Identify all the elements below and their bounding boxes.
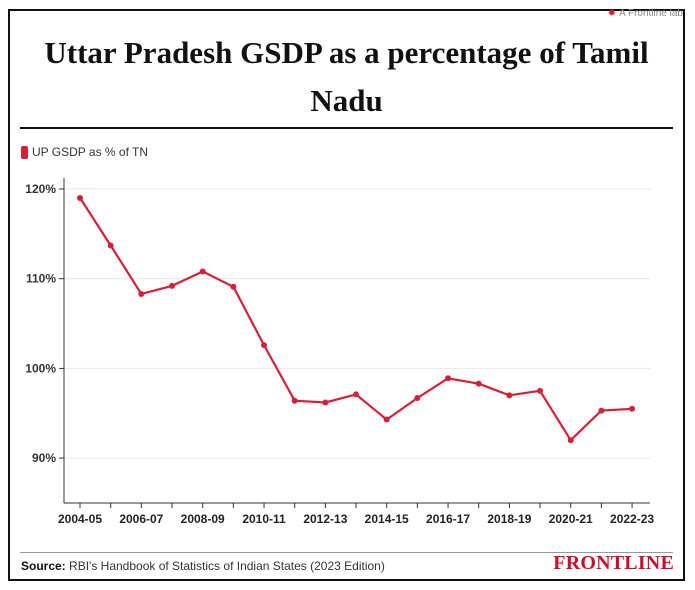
chart-legend: UP GSDP as % of TN <box>21 145 148 159</box>
y-tick-label: 110% <box>26 272 56 286</box>
y-tick-label: 100% <box>25 361 56 375</box>
chart-title: Uttar Pradesh GSDP as a percentage of Ta… <box>44 35 649 118</box>
data-point <box>230 283 237 290</box>
y-tick-label: 90% <box>32 451 56 465</box>
series-line <box>79 197 633 442</box>
data-point <box>383 416 390 423</box>
x-tick-label: 2006-07 <box>119 512 163 526</box>
data-point <box>291 397 298 404</box>
x-tick-label: 2014-15 <box>365 512 409 526</box>
legend-label: UP GSDP as % of TN <box>32 145 149 159</box>
data-point <box>445 375 452 382</box>
data-point <box>138 290 145 297</box>
data-point <box>169 282 176 289</box>
data-point <box>199 268 206 275</box>
data-point <box>77 194 83 201</box>
data-point <box>475 380 482 387</box>
data-point <box>506 392 513 399</box>
brand-logo: FRONTLINE <box>553 552 674 574</box>
brand-dot-icon: ✹ <box>607 8 617 19</box>
data-point <box>629 405 636 412</box>
data-point <box>537 387 544 394</box>
chart-frame: ✹ A Frontline lab Uttar Pradesh GSDP as a… <box>8 8 685 581</box>
source-note: Source: RBI's Handbook of Statistics of … <box>21 559 385 573</box>
data-point <box>261 342 268 349</box>
data-point <box>322 399 329 406</box>
source-label: Source: <box>21 559 66 573</box>
y-tick-label: 120% <box>25 182 56 196</box>
x-tick-label: 2018-19 <box>487 512 531 526</box>
x-tick-label: 2020-21 <box>549 512 593 526</box>
data-point <box>107 242 114 249</box>
data-point <box>353 391 360 398</box>
data-point <box>598 407 605 414</box>
source-text: RBI's Handbook of Statistics of Indian S… <box>69 559 385 573</box>
legend-swatch <box>21 145 28 159</box>
corner-credit-text: A Frontline lab <box>619 8 683 19</box>
corner-credit: ✹ A Frontline lab <box>608 8 683 19</box>
data-point <box>414 395 421 402</box>
x-tick-label: 2004-05 <box>58 512 102 526</box>
footer-divider <box>20 552 673 553</box>
x-tick-label: 2008-09 <box>181 512 225 526</box>
x-tick-label: 2010-11 <box>242 512 286 526</box>
x-tick-label: 2022-23 <box>610 512 654 526</box>
x-tick-label: 2016-17 <box>426 512 470 526</box>
data-point <box>567 437 574 444</box>
x-tick-label: 2012-13 <box>303 512 347 526</box>
title-divider <box>20 127 673 129</box>
